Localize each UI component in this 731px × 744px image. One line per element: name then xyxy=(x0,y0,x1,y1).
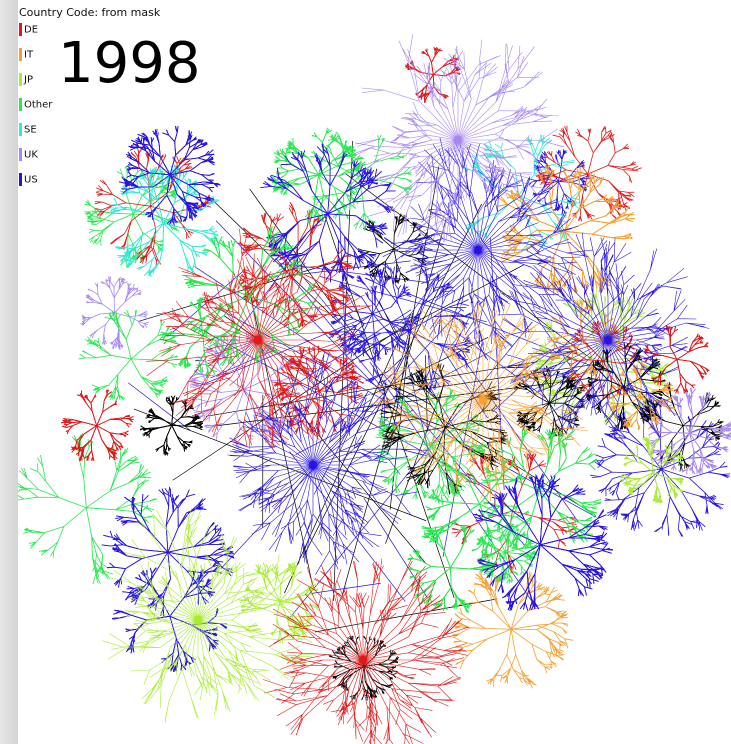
legend-swatch xyxy=(19,73,22,86)
network-branch xyxy=(61,390,133,461)
legend-item: Other xyxy=(19,98,52,112)
network-branch xyxy=(140,396,203,456)
legend-label: IT xyxy=(24,50,33,61)
legend-item: DE xyxy=(19,23,38,37)
legend-label: UK xyxy=(24,150,38,161)
legend-label: JP xyxy=(24,75,33,86)
legend-item: US xyxy=(19,173,38,187)
legend-swatch xyxy=(19,98,22,111)
legend-label: Other xyxy=(24,100,52,111)
side-strip xyxy=(0,0,18,744)
network-branch xyxy=(315,599,497,632)
network-branch xyxy=(290,451,406,601)
legend-label: SE xyxy=(24,125,37,136)
legend-item: JP xyxy=(19,73,33,87)
network-branch xyxy=(324,468,388,477)
legend-label: DE xyxy=(24,25,38,36)
network-branch xyxy=(263,558,468,744)
network-branch xyxy=(474,474,613,611)
legend-item: SE xyxy=(19,123,37,137)
legend-swatch xyxy=(19,23,22,36)
legend-title: Country Code: from mask xyxy=(19,6,160,19)
year-label: 1998 xyxy=(58,36,201,92)
legend-label: US xyxy=(24,175,38,186)
legend-swatch xyxy=(19,173,22,186)
network-branch xyxy=(474,474,613,611)
network-branch xyxy=(80,276,149,350)
legend-item: UK xyxy=(19,148,38,162)
legend-swatch xyxy=(19,48,22,61)
legend-swatch xyxy=(19,148,22,161)
legend-swatch xyxy=(19,123,22,136)
network-branch xyxy=(102,508,315,723)
legend-item: IT xyxy=(19,48,33,62)
network-branch xyxy=(474,474,613,611)
screen: Country Code: from mask DE IT JP Other SE UK U… xyxy=(0,0,731,744)
network-map xyxy=(18,0,731,744)
